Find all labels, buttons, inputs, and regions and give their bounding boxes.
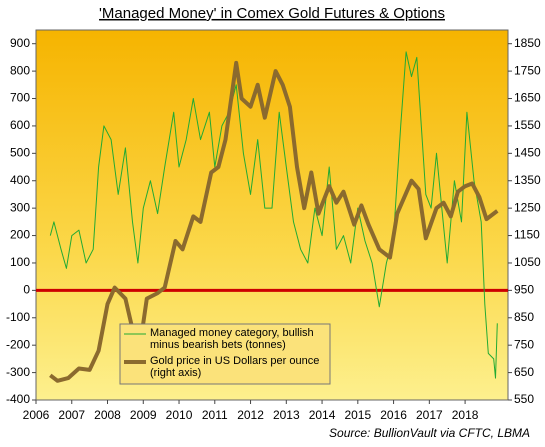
y2-tick-label: 1350 [514,173,541,187]
y2-tick-label: 950 [514,283,534,297]
x-tick-label: 2015 [344,408,371,422]
y-tick-label: -300 [6,365,30,379]
y2-tick-label: 1250 [514,200,541,214]
y-tick-label: 0 [23,283,30,297]
y2-tick-label: 850 [514,310,534,324]
y-tick-label: 500 [10,146,30,160]
legend-label: Managed money category, bullish minus be… [150,327,314,351]
source: Source: BullionVault via CFTC, LBMA [329,426,530,440]
x-tick-label: 2010 [166,408,193,422]
x-tick-label: 2016 [380,408,407,422]
x-tick-label: 2017 [416,408,443,422]
y2-tick-label: 1150 [514,228,540,242]
y-tick-label: 900 [10,36,30,50]
y-tick-label: -400 [6,392,30,406]
x-tick-label: 2012 [237,408,264,422]
x-tick-label: 2011 [202,408,228,422]
y2-tick-label: 750 [514,337,534,351]
y2-tick-label: 550 [514,392,534,406]
x-tick-label: 2013 [273,408,300,422]
x-tick-label: 2006 [23,408,50,422]
x-tick-label: 2007 [58,408,85,422]
x-tick-label: 2008 [94,408,121,422]
y-tick-label: 300 [10,200,30,214]
legend-box [119,323,331,385]
y2-tick-label: 1650 [514,91,541,105]
y2-tick-label: 1850 [514,36,541,50]
y2-tick-label: 650 [514,365,534,379]
x-tick-label: 2014 [309,408,336,422]
x-tick-label: 2018 [452,408,479,422]
legend-entry: Gold price in US Dollars per ounce (righ… [150,355,320,379]
y-tick-label: -100 [6,310,30,324]
y2-tick-label: 1750 [514,63,541,77]
series-line [49,51,498,379]
y-tick-label: 800 [10,63,30,77]
y-tick-label: 600 [10,118,30,132]
y-tick-label: -200 [6,337,30,351]
y2-tick-label: 1050 [514,255,541,269]
legend-label: Gold price in US Dollars per ounce (righ… [150,355,320,379]
legend-entry: Managed money category, bullish minus be… [150,327,314,351]
y-tick-label: 200 [10,228,30,242]
y-tick-label: 100 [10,255,30,269]
y2-tick-label: 1450 [514,146,541,160]
y-tick-label: 700 [10,91,30,105]
x-tick-label: 2009 [130,408,157,422]
y2-tick-label: 1550 [514,118,541,132]
chart-title: 'Managed Money' in Comex Gold Futures & … [99,5,445,22]
y-tick-label: 400 [10,173,30,187]
